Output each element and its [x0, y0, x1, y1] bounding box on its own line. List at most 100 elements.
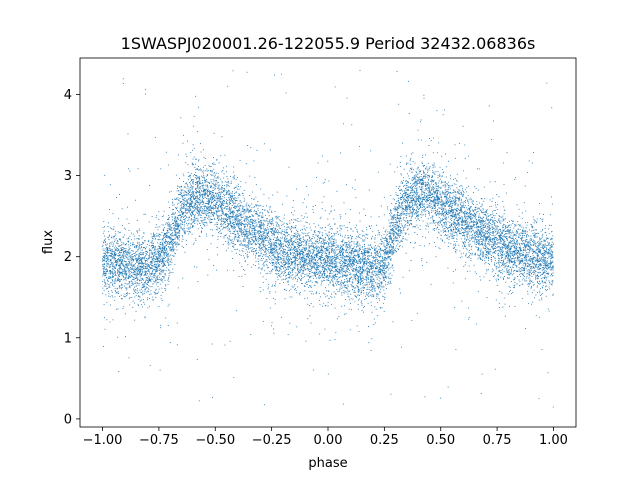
data-point: [445, 230, 446, 232]
data-point: [461, 300, 463, 302]
data-point: [508, 244, 510, 246]
data-point: [436, 210, 438, 212]
data-point: [185, 183, 187, 185]
data-point: [127, 206, 128, 208]
data-point: [390, 212, 392, 214]
data-point: [104, 256, 106, 258]
data-point: [453, 189, 455, 191]
data-point: [183, 216, 184, 218]
data-point: [447, 386, 449, 388]
data-point: [384, 230, 386, 232]
data-point: [350, 260, 352, 262]
data-point: [446, 238, 448, 239]
data-point: [157, 278, 159, 280]
data-point: [223, 173, 225, 175]
data-point: [414, 199, 416, 201]
data-point: [280, 244, 282, 246]
data-point: [390, 244, 392, 246]
data-point: [365, 226, 367, 228]
data-point: [548, 250, 550, 252]
data-point: [500, 265, 502, 267]
data-point: [146, 277, 148, 279]
data-point: [255, 204, 257, 206]
data-point: [103, 346, 104, 348]
data-point: [483, 229, 484, 231]
data-point: [229, 230, 231, 232]
data-point: [206, 209, 208, 211]
data-point: [451, 219, 452, 221]
data-point: [285, 244, 287, 246]
data-point: [208, 211, 210, 213]
data-point: [536, 232, 538, 234]
data-point: [266, 244, 268, 246]
data-point: [262, 213, 264, 215]
data-point: [538, 252, 540, 254]
data-point: [260, 291, 262, 293]
data-point: [180, 207, 182, 209]
data-point: [525, 263, 527, 265]
data-point: [107, 281, 109, 283]
data-point: [265, 255, 267, 257]
data-point: [172, 213, 174, 215]
data-point: [259, 205, 261, 207]
data-point: [402, 180, 404, 181]
data-point: [277, 276, 278, 278]
data-point: [317, 282, 319, 284]
data-point: [190, 199, 192, 201]
data-point: [260, 215, 262, 217]
data-point: [428, 191, 430, 193]
data-point: [207, 198, 209, 200]
data-point: [237, 210, 239, 212]
data-point: [372, 281, 374, 283]
data-point: [323, 266, 325, 268]
data-point: [367, 261, 369, 263]
data-point: [114, 254, 115, 256]
data-point: [343, 244, 345, 246]
data-point: [289, 249, 291, 250]
data-point: [533, 152, 534, 153]
data-point: [371, 288, 373, 290]
data-point: [203, 174, 205, 176]
data-point: [300, 274, 302, 276]
data-point: [319, 264, 321, 266]
data-point: [342, 282, 344, 284]
data-point: [531, 226, 533, 228]
data-point: [494, 217, 496, 219]
data-point: [156, 264, 158, 266]
data-point: [320, 242, 322, 244]
data-point: [214, 177, 216, 179]
data-point: [399, 218, 401, 219]
data-point: [166, 234, 168, 236]
data-point: [372, 276, 374, 278]
data-point: [295, 219, 296, 221]
data-point: [463, 224, 465, 226]
data-point: [324, 210, 326, 212]
data-point: [329, 243, 331, 245]
data-point: [321, 249, 323, 251]
data-point: [136, 254, 138, 255]
data-point: [534, 220, 536, 222]
data-point: [341, 288, 343, 290]
data-point: [311, 291, 313, 292]
data-point: [360, 278, 361, 280]
data-point: [216, 247, 218, 248]
data-point: [251, 237, 253, 239]
data-point: [512, 237, 513, 239]
data-point: [276, 263, 277, 265]
data-point: [286, 257, 288, 258]
data-point: [491, 200, 493, 202]
data-point: [169, 242, 171, 244]
data-point: [254, 235, 255, 237]
data-point: [491, 268, 493, 270]
data-point: [378, 271, 380, 273]
data-point: [316, 235, 318, 237]
data-point: [126, 256, 128, 258]
data-point: [286, 237, 288, 239]
data-point: [447, 188, 449, 190]
data-point: [281, 246, 283, 248]
data-point: [159, 243, 161, 245]
data-point: [440, 205, 442, 207]
data-point: [217, 176, 219, 178]
data-point: [153, 245, 154, 246]
data-point: [113, 257, 115, 259]
